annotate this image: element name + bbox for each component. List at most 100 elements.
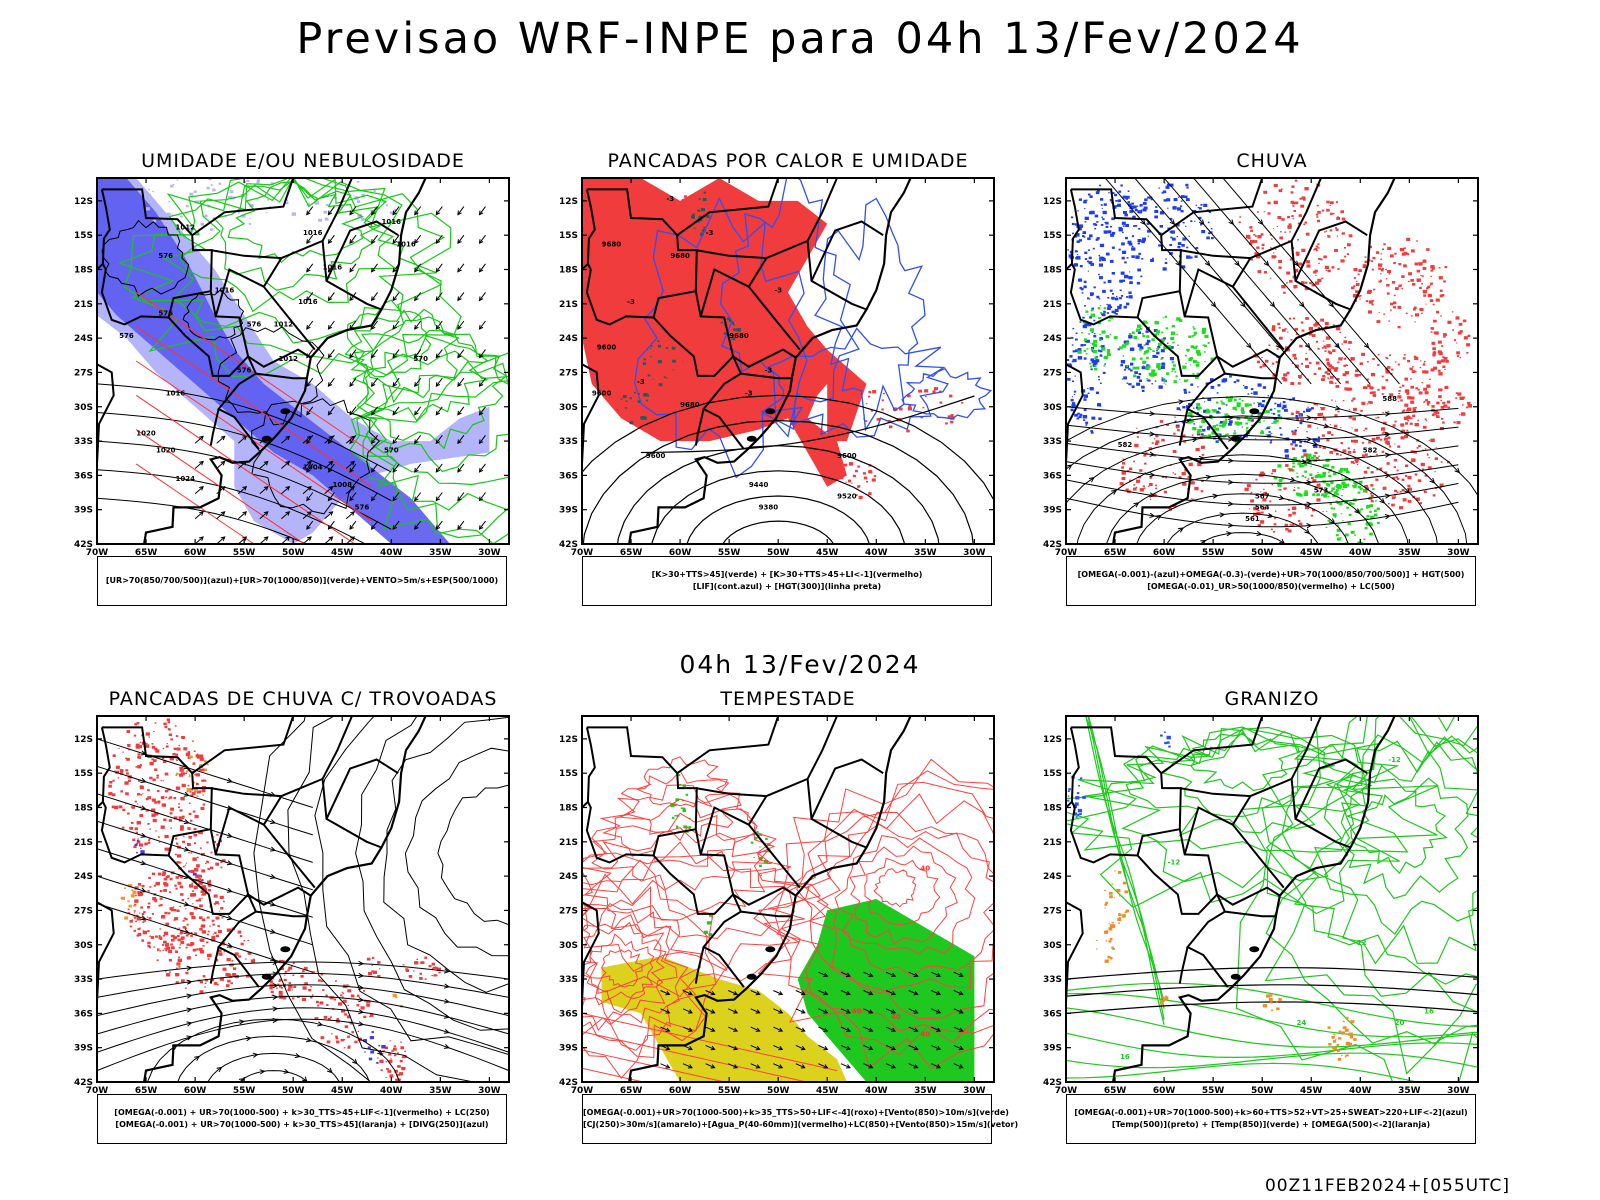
omega-blue <box>1095 238 1099 241</box>
country-border <box>1160 716 1264 775</box>
omega-red <box>1190 498 1193 500</box>
omega500-orange <box>1268 997 1273 1001</box>
omega-red <box>1278 266 1282 269</box>
thunder-red <box>181 899 185 901</box>
omega-green <box>1291 469 1295 472</box>
omega-red <box>1263 488 1265 490</box>
omega-red <box>1346 253 1350 255</box>
thunder-red <box>201 897 203 899</box>
wind-vector <box>840 1008 851 1014</box>
omega-blue <box>1265 428 1267 430</box>
map-frame <box>96 715 510 1083</box>
omega-blue <box>1198 216 1202 220</box>
thunder-red <box>129 925 133 928</box>
streamline-arrow <box>358 997 365 1003</box>
moist-area <box>620 398 623 400</box>
omega500-orange <box>1104 907 1106 909</box>
omega-red <box>1155 440 1160 444</box>
thunder-red <box>185 946 188 949</box>
humid-speckle <box>267 199 269 201</box>
thunder-red <box>292 974 295 976</box>
omega-red <box>1301 248 1306 252</box>
omega-red <box>1383 437 1388 441</box>
hgt500-contour <box>1066 497 1459 528</box>
omega-red <box>1293 210 1296 212</box>
omega-green <box>1328 471 1330 473</box>
moist-area <box>657 344 661 348</box>
omega500-orange <box>1108 940 1112 943</box>
omega-blue <box>1147 229 1151 233</box>
wind-vector-head <box>328 435 334 441</box>
streamline-arrow <box>183 846 190 852</box>
wind-vector <box>660 1026 670 1032</box>
omega-blue <box>1210 385 1215 389</box>
omega-red <box>1383 313 1386 315</box>
temp850-contour <box>1281 734 1478 985</box>
omega-blue <box>1185 198 1190 202</box>
wind850-speckle <box>754 837 758 840</box>
humid-speckle <box>249 203 254 208</box>
omega-red <box>1406 409 1409 412</box>
omega-red <box>1263 190 1268 194</box>
omega-red <box>1317 243 1320 246</box>
thunder-red <box>151 872 155 876</box>
thunder-red <box>385 1076 387 1078</box>
omega-red <box>1294 357 1297 360</box>
wind-vector-head <box>306 536 312 541</box>
wind-vector-head <box>285 460 291 466</box>
contour-label: 40 <box>920 1030 930 1038</box>
wind-vector-head <box>392 210 398 216</box>
omega-green <box>1146 378 1149 380</box>
omega-red <box>1376 320 1381 324</box>
wind-vector <box>324 536 333 544</box>
thunder-red <box>213 982 218 985</box>
omega-red <box>1426 454 1429 456</box>
unstable-speckle <box>715 207 719 210</box>
thunder-red <box>124 781 129 785</box>
thunder-red <box>170 943 173 946</box>
temp850-contour <box>1066 982 1478 1028</box>
omega-blue <box>1132 205 1137 209</box>
omega-blue <box>1306 408 1311 412</box>
moist-area <box>663 376 666 379</box>
omega-red <box>1369 245 1372 249</box>
omega500-orange <box>1105 940 1108 942</box>
temp850-contour <box>1085 716 1165 1003</box>
thunder-red <box>164 911 168 915</box>
unstable-speckle <box>865 420 868 422</box>
omega-red <box>1430 282 1433 285</box>
thunder-red <box>326 1040 331 1044</box>
thunder-red <box>165 796 168 799</box>
y-tick-label: 21S <box>74 300 93 310</box>
thunder-red <box>178 927 181 929</box>
temp850-contour <box>1066 727 1409 889</box>
streamline-arrow <box>1198 455 1205 462</box>
thunder-red <box>304 982 308 985</box>
thunder-red <box>211 935 216 939</box>
omega-red <box>1281 188 1283 190</box>
wind-vector-head <box>350 486 355 491</box>
omega-red <box>1201 479 1204 482</box>
omega-green <box>1093 320 1095 322</box>
wind-vector <box>435 492 443 501</box>
omega-green <box>1305 455 1310 459</box>
omega-red <box>1387 246 1392 250</box>
omega-blue <box>1128 335 1133 339</box>
humid-speckle <box>199 174 201 176</box>
omega-green <box>1222 420 1227 425</box>
omega-blue <box>1241 426 1243 428</box>
thunder-red <box>340 994 343 997</box>
omega-blue <box>1067 249 1069 251</box>
thunder-red <box>187 842 191 846</box>
omega-blue <box>1074 250 1078 253</box>
omega-green <box>1089 362 1092 365</box>
omega-red <box>1421 468 1425 471</box>
omega-red <box>1433 351 1436 353</box>
isobar <box>217 326 325 426</box>
omega-red <box>1173 432 1176 435</box>
wind850-speckle <box>689 817 691 819</box>
thunder-red <box>144 744 150 748</box>
wind-vector <box>306 292 314 301</box>
omega500-orange <box>1328 1043 1332 1046</box>
